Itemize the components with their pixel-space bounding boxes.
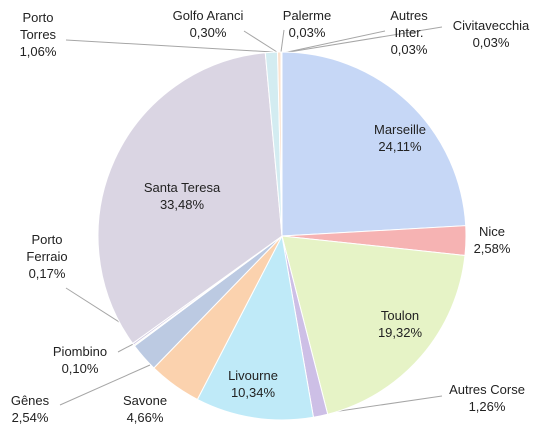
slice-label: Autres Corse 1,26% [432, 381, 542, 415]
value-label: 0,17% [28, 266, 66, 281]
category-label: Gênes [10, 393, 50, 408]
value-label: 33,48% [159, 197, 205, 212]
value-label: 1,26% [468, 399, 506, 414]
leader-line [65, 39, 274, 53]
category-label: Autres Inter. [390, 8, 428, 40]
category-label: Marseille [373, 122, 426, 137]
value-label: 2,58% [473, 241, 511, 256]
category-label: Nice [478, 224, 505, 239]
slice-label: Toulon 19,32% [355, 307, 445, 341]
slice-label: Nice 2,58% [462, 223, 522, 257]
slice-label: Marseille 24,11% [355, 121, 445, 155]
slice-label: Porto Torres 1,06% [13, 9, 63, 60]
slice-label: Gênes 2,54% [0, 392, 60, 426]
category-label: Porto Ferraio [26, 232, 68, 264]
category-label: Palerme [282, 8, 332, 23]
category-label: Civitavecchia [452, 18, 530, 33]
slice-label: Santa Teresa 33,48% [127, 179, 237, 213]
pie-slice [97, 52, 283, 345]
slice-label: Civitavecchia 0,03% [441, 17, 541, 51]
value-label: 1,06% [19, 44, 57, 59]
leader-line [282, 26, 443, 54]
slice-label: Piombino 0,10% [40, 343, 120, 377]
slice-label: Savone 4,66% [110, 392, 180, 426]
value-label: 24,11% [378, 139, 422, 154]
category-label: Santa Teresa [143, 180, 221, 195]
leader-line [243, 30, 278, 53]
value-label: 0,03% [390, 42, 428, 57]
leader-line [280, 29, 285, 53]
value-label: 4,66% [126, 410, 164, 425]
category-label: Toulon [380, 308, 420, 323]
category-label: Porto Torres [19, 10, 57, 42]
pie-slice [281, 235, 466, 415]
pie-slice [281, 51, 467, 237]
slices [97, 51, 467, 421]
category-label: Autres Corse [449, 382, 525, 397]
category-label: Savone [122, 393, 168, 408]
value-label: 2,54% [11, 410, 49, 425]
slice-label: Livourne 10,34% [208, 367, 298, 401]
value-label: 10,34% [230, 385, 276, 400]
category-label: Livourne [228, 368, 278, 383]
slice-label: Golfo Aranci 0,30% [158, 7, 258, 41]
value-label: 0,10% [61, 361, 99, 376]
leader-line [282, 30, 386, 54]
value-label: 0,03% [288, 25, 326, 40]
value-label: 0,03% [472, 35, 510, 50]
pie-slice [196, 234, 315, 421]
leader-line [325, 395, 443, 414]
category-label: Golfo Aranci [172, 8, 244, 23]
slice-label: Autres Inter. 0,03% [384, 7, 434, 58]
value-label: 19,32% [377, 325, 423, 340]
slice-label: Porto Ferraio 0,17% [17, 231, 77, 282]
leader-line [59, 364, 151, 406]
slice-label: Palerme 0,03% [272, 7, 342, 41]
category-label: Piombino [52, 344, 108, 359]
value-label: 0,30% [189, 25, 227, 40]
